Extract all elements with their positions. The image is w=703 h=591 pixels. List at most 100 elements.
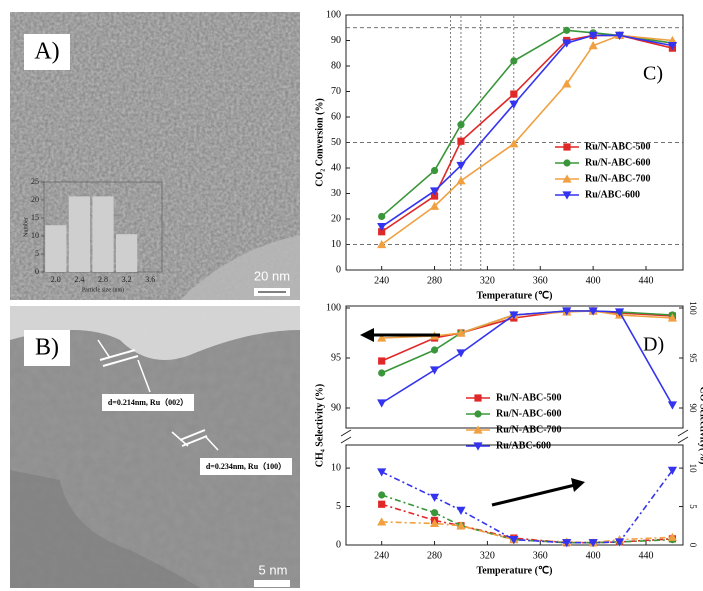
marker xyxy=(473,425,483,434)
plot-frame xyxy=(345,444,684,546)
marker xyxy=(562,79,572,88)
bar xyxy=(115,234,138,272)
axis-break xyxy=(677,436,689,444)
x-axis-label: Temperature (℃) xyxy=(477,565,553,576)
plot-frame xyxy=(345,305,684,429)
legend-label: Ru/N-ABC-600 xyxy=(585,157,651,168)
marker xyxy=(456,349,466,358)
y-tick-label: 95 xyxy=(331,352,341,363)
marker xyxy=(378,369,386,377)
marker xyxy=(510,57,518,65)
panel-label: B) xyxy=(35,335,59,361)
x-tick-label: 440 xyxy=(638,275,653,286)
y-tick-label: 0 xyxy=(336,264,341,275)
x-tick-label: 360 xyxy=(533,275,548,286)
y-tick-label: 5 xyxy=(336,501,341,512)
marker xyxy=(429,201,440,210)
x-tick-label: 360 xyxy=(533,550,548,561)
axis-break xyxy=(677,429,689,437)
y-tick-label: 80 xyxy=(331,60,341,71)
marker xyxy=(667,466,678,475)
series-line xyxy=(381,34,673,228)
marker xyxy=(562,174,572,183)
series-line xyxy=(381,34,673,246)
x-tick-label: 3.2 xyxy=(122,275,132,284)
axis-break xyxy=(340,436,352,444)
marker xyxy=(563,159,571,167)
y-tick-label: 20 xyxy=(31,195,39,204)
marker xyxy=(667,42,678,51)
marker xyxy=(377,223,387,232)
y-tick-label: 25 xyxy=(31,177,39,186)
bar xyxy=(68,196,91,272)
x-tick-label: 280 xyxy=(427,550,442,561)
marker xyxy=(456,506,466,515)
marker xyxy=(667,401,678,410)
y-tick-label: 15 xyxy=(31,213,39,222)
tem-image-b: B) d=0.214nm, Ru（002） d=0.234nm, Ru（100）… xyxy=(10,306,300,588)
marker xyxy=(614,31,625,40)
marker xyxy=(457,137,465,145)
marker xyxy=(509,100,519,109)
marker xyxy=(429,366,440,375)
marker xyxy=(377,399,387,408)
y2-tick-label: 0 xyxy=(688,543,698,548)
axis-break xyxy=(340,429,352,437)
marker xyxy=(614,538,625,547)
panel-label: D) xyxy=(643,334,664,356)
x-tick-label: 3.6 xyxy=(145,275,155,284)
x-tick-label: 280 xyxy=(427,275,442,286)
marker xyxy=(563,143,571,151)
marker xyxy=(473,442,483,451)
x-axis-label: Temperature (℃) xyxy=(477,290,553,301)
marker xyxy=(667,313,678,322)
y-tick-label: 100 xyxy=(326,9,341,20)
legend-label: Ru/N-ABC-500 xyxy=(496,392,562,403)
marker xyxy=(562,39,572,48)
marker xyxy=(509,536,519,545)
marker xyxy=(563,26,571,34)
x-tick-label: 400 xyxy=(586,275,601,286)
legend-label: Ru/N-ABC-700 xyxy=(496,424,562,435)
series-line xyxy=(381,521,673,544)
series-line xyxy=(381,310,674,406)
legend-label: Ru/N-ABC-700 xyxy=(585,173,651,184)
legend-label: Ru/ABC-600 xyxy=(585,189,640,200)
y-axis-label: Number xyxy=(23,217,29,237)
y2-axis-label: CO Selectivity(%) xyxy=(698,386,703,464)
marker xyxy=(378,212,386,221)
marker xyxy=(457,121,465,129)
y-axis-label: CO₂ Conversion (%) xyxy=(314,98,325,187)
y-tick-label: 70 xyxy=(331,86,341,97)
marker xyxy=(588,31,598,40)
legend-label: Ru/N-ABC-600 xyxy=(496,408,562,419)
y-tick-label: 30 xyxy=(331,188,341,199)
marker xyxy=(456,328,466,337)
y-axis-label: CH₄ Selectivity (%) xyxy=(314,384,325,468)
y-tick-label: 10 xyxy=(31,231,39,240)
x-tick-label: 320 xyxy=(480,550,495,561)
y-tick-label: 0 xyxy=(336,539,341,550)
legend-label: Ru/ABC-600 xyxy=(496,440,551,451)
y-tick-label: 50 xyxy=(331,137,341,148)
x-tick-label: 400 xyxy=(586,550,601,561)
marker xyxy=(588,41,598,50)
annotation-arrows xyxy=(360,328,585,507)
marker xyxy=(378,500,386,508)
bar xyxy=(45,225,67,272)
marker xyxy=(378,357,386,365)
y-tick-label: 60 xyxy=(331,111,341,122)
marker xyxy=(377,517,387,526)
marker xyxy=(614,308,625,317)
series-line xyxy=(381,469,674,544)
lattice-annotation: d=0.234nm, Ru（100） xyxy=(206,461,286,471)
y-tick-label: 90 xyxy=(331,35,341,46)
series-line xyxy=(381,310,673,362)
y2-tick-label: 95 xyxy=(688,354,698,364)
y2-tick-label: 5 xyxy=(688,504,698,509)
marker xyxy=(430,509,439,517)
scale-bar-label: 5 nm xyxy=(259,562,288,577)
marker xyxy=(588,307,598,316)
scale-bar-label: 20 nm xyxy=(254,268,290,283)
